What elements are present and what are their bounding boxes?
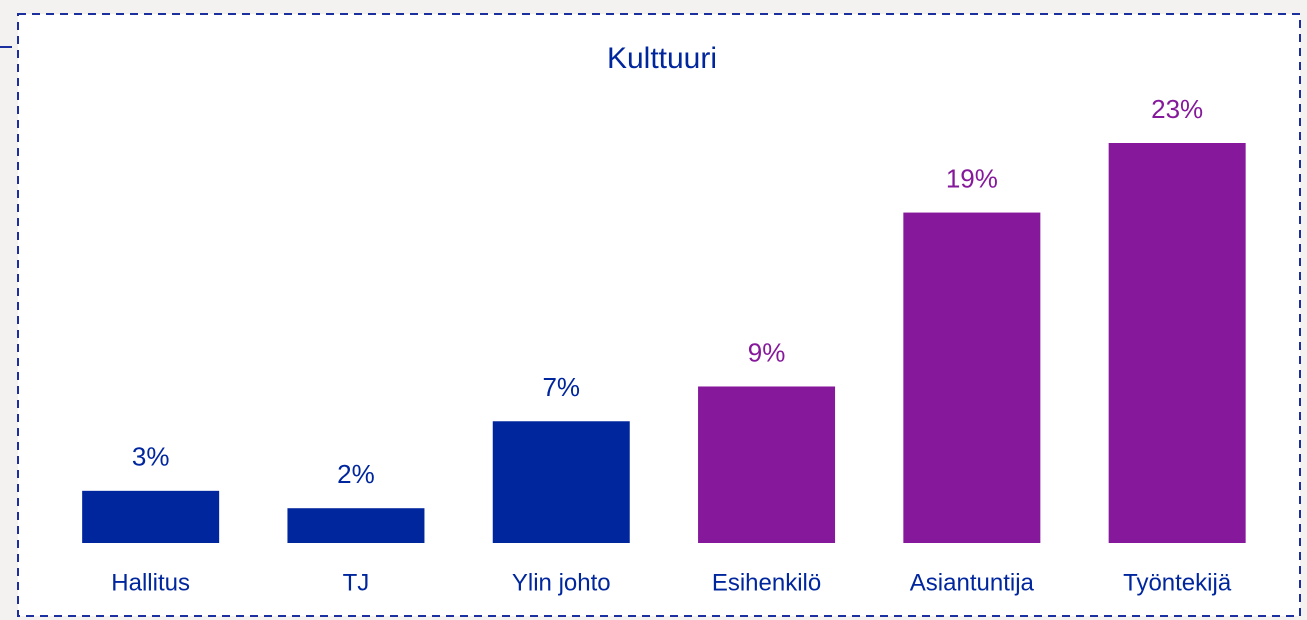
bar bbox=[1108, 143, 1246, 543]
bar bbox=[82, 490, 220, 543]
bar bbox=[903, 212, 1041, 543]
value-label: 2% bbox=[337, 459, 375, 489]
bar bbox=[698, 386, 836, 543]
bar bbox=[287, 508, 425, 543]
value-label: 3% bbox=[132, 442, 170, 472]
x-tick-label: Ylin johto bbox=[512, 569, 611, 596]
bar bbox=[492, 421, 630, 543]
x-tick-label: Työntekijä bbox=[1123, 569, 1232, 596]
value-label: 7% bbox=[542, 372, 580, 402]
value-label: 23% bbox=[1151, 94, 1203, 124]
value-label: 9% bbox=[748, 337, 786, 367]
value-label: 19% bbox=[946, 163, 998, 193]
chart-title: Kulttuuri bbox=[607, 42, 717, 75]
x-tick-label: TJ bbox=[343, 569, 370, 596]
x-tick-label: Asiantuntija bbox=[910, 569, 1035, 596]
x-tick-label: Hallitus bbox=[111, 569, 190, 596]
frame bbox=[17, 13, 1301, 617]
x-tick-label: Esihenkilö bbox=[712, 569, 821, 596]
